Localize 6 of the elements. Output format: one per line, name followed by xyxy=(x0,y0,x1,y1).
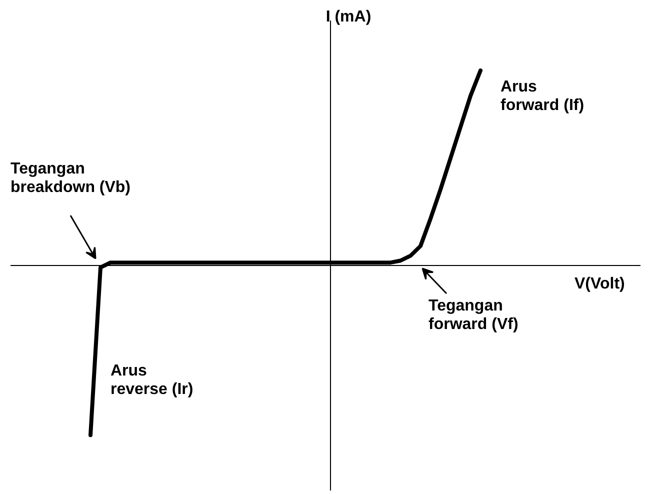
y-axis-title: I (mA) xyxy=(326,8,372,26)
annotation: Arus reverse (Ir) xyxy=(110,362,194,398)
annotation: Tegangan forward (Vf) xyxy=(428,298,518,334)
text: Arus forward (If) xyxy=(500,78,584,114)
annotation: Tegangan breakdown (Vb) xyxy=(10,160,131,196)
text: V(Volt) xyxy=(574,276,625,292)
